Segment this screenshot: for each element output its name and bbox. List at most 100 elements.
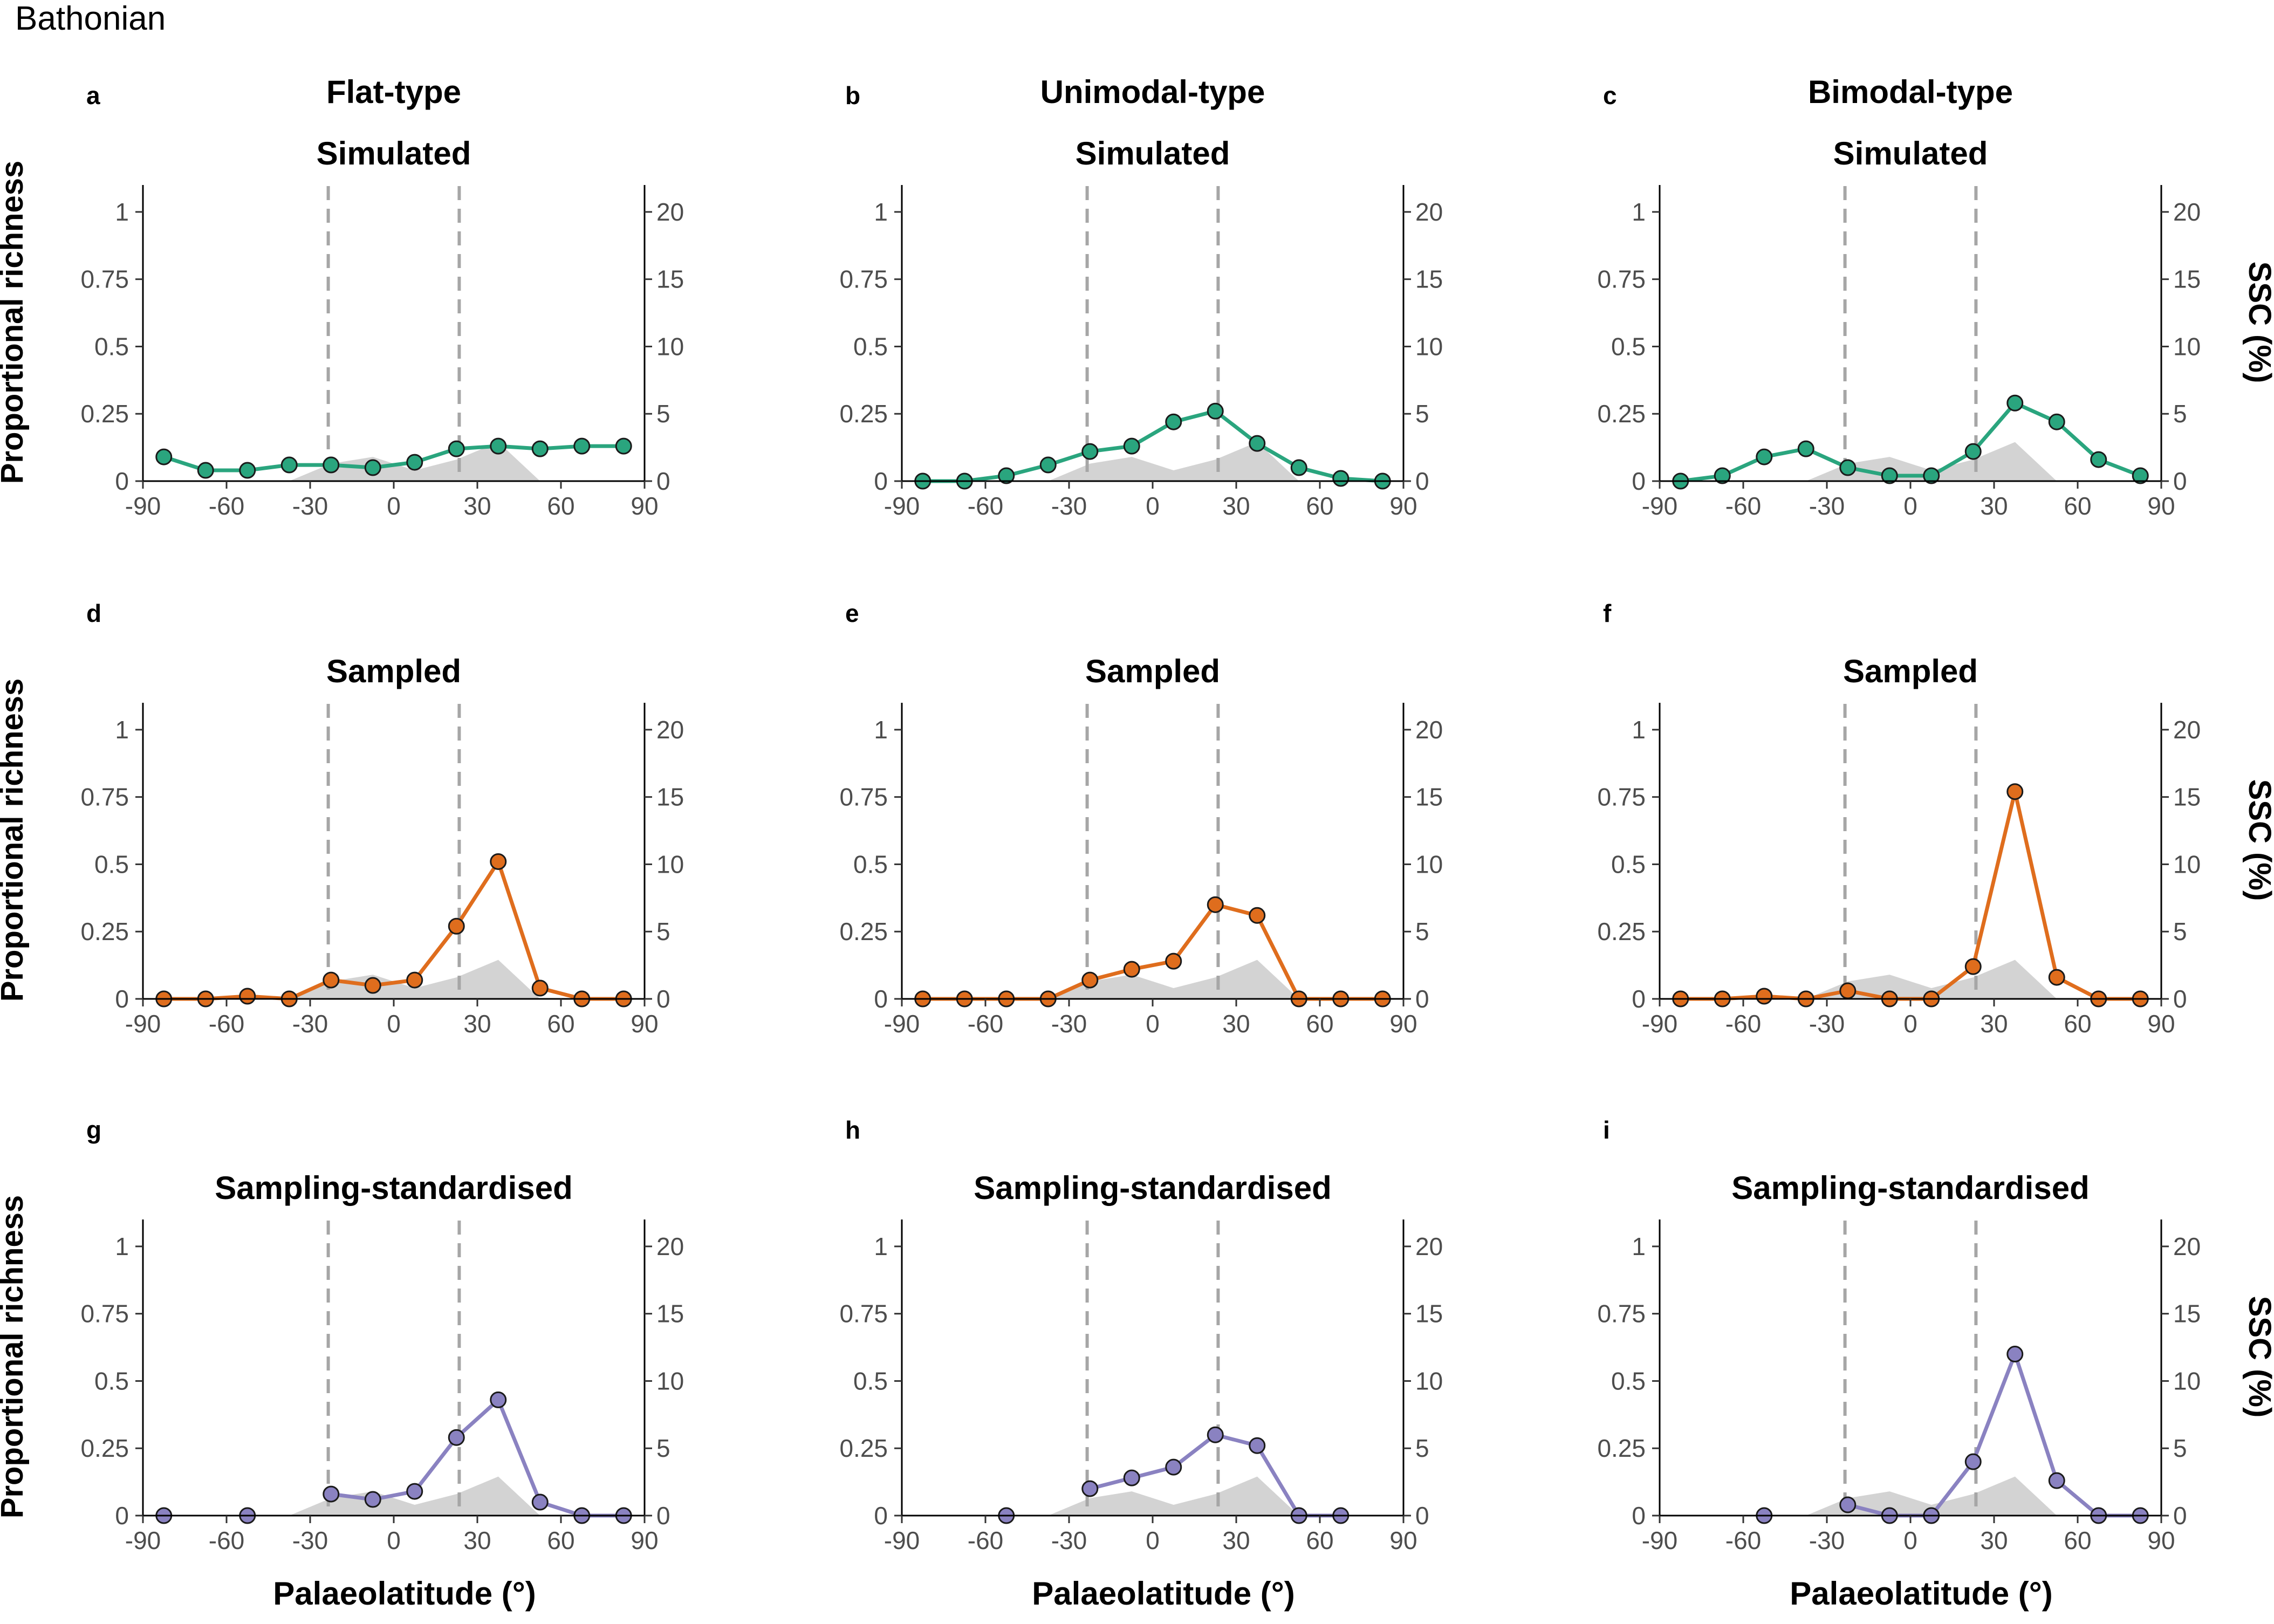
richness-point: [323, 1485, 340, 1503]
x-tick-label: -90: [1642, 492, 1677, 520]
y2-tick-label: 20: [2173, 198, 2201, 226]
richness-line: [163, 444, 624, 472]
richness-point: [1756, 448, 1773, 465]
panel-letter-b: b: [845, 81, 860, 109]
y2-tick-label: 15: [656, 265, 684, 293]
y2-tick-label: 20: [656, 716, 684, 744]
y-tick-label: 0.75: [1597, 265, 1646, 293]
richness-point: [1964, 958, 1982, 975]
y2-tick-label: 0: [656, 467, 670, 495]
x-tick-label: 0: [1903, 492, 1917, 520]
y2-tick-label: 15: [2173, 783, 2201, 811]
x-tick-label: 60: [547, 1526, 574, 1554]
y-tick-label: 0.25: [839, 1434, 888, 1462]
richness-point: [1249, 907, 1266, 924]
column-title: Bimodal-type: [1808, 74, 2013, 110]
y2-tick-label: 0: [1415, 985, 1429, 1013]
x-tick-label: 0: [387, 492, 401, 520]
x-tick-label: 90: [631, 1010, 658, 1038]
x-tick-label: 90: [2147, 492, 2175, 520]
y2-tick-label: 10: [1415, 332, 1443, 360]
y-tick-label: 0.75: [839, 783, 888, 811]
ssc-area: [1680, 1476, 2057, 1516]
richness-line: [1680, 790, 2141, 1001]
y-tick-label: 0.75: [839, 265, 888, 293]
y2-axis-label: SSC (%): [2242, 1296, 2274, 1418]
ssc-area: [922, 1476, 1299, 1516]
richness-point: [1039, 456, 1057, 474]
richness-point: [1964, 443, 1982, 460]
panel-letter-d: d: [86, 599, 101, 627]
y2-tick-label: 15: [656, 1300, 684, 1328]
richness-line: [163, 860, 624, 1001]
row-title: Simulated: [1076, 135, 1230, 172]
richness-point: [1881, 467, 1898, 484]
richness-point: [531, 979, 549, 997]
richness-point: [490, 1391, 507, 1408]
y-tick-label: 0.75: [80, 1300, 129, 1328]
x-tick-label: 60: [2064, 492, 2091, 520]
y-tick-label: 0: [874, 467, 888, 495]
x-tick-label: -90: [125, 492, 161, 520]
x-tick-label: 30: [463, 1010, 491, 1038]
y-tick-label: 0.25: [80, 1434, 129, 1462]
figure-title: Bathonian: [15, 0, 166, 37]
y2-tick-label: 5: [2173, 1434, 2187, 1462]
richness-point: [573, 437, 591, 455]
richness-point: [1839, 982, 1857, 999]
x-axis-label: Palaeolatitude (°): [273, 1575, 536, 1612]
y2-tick-label: 5: [656, 400, 670, 428]
x-tick-label: -60: [209, 1010, 244, 1038]
y2-tick-label: 10: [656, 1367, 684, 1395]
row-title: Sampling-standardised: [215, 1170, 572, 1206]
y-tick-label: 1: [115, 198, 129, 226]
y-tick-label: 0.25: [80, 917, 129, 945]
x-tick-label: -60: [968, 492, 1003, 520]
richness-point: [280, 456, 298, 474]
y-tick-label: 0.75: [1597, 783, 1646, 811]
row-title: Sampled: [1843, 653, 1978, 689]
y2-tick-label: 0: [2173, 1502, 2187, 1530]
y-tick-label: 1: [874, 198, 888, 226]
richness-point: [2006, 1346, 2024, 1363]
x-tick-label: 0: [1146, 492, 1160, 520]
ssc-area: [922, 442, 1299, 481]
y2-tick-label: 20: [656, 198, 684, 226]
y-tick-label: 1: [874, 716, 888, 744]
richness-point: [1081, 443, 1099, 460]
y-tick-label: 0.5: [853, 332, 888, 360]
richness-point: [364, 459, 381, 476]
y-tick-label: 0.25: [1597, 917, 1646, 945]
y-tick-label: 0.5: [853, 850, 888, 878]
richness-point: [1714, 467, 1731, 484]
richness-point: [1249, 435, 1266, 452]
y2-tick-label: 20: [1415, 1232, 1443, 1260]
y-tick-label: 0.25: [1597, 400, 1646, 428]
richness-point: [1839, 1496, 1857, 1513]
richness-point: [448, 440, 465, 457]
richness-point: [1332, 470, 1350, 487]
richness-point: [406, 1483, 423, 1500]
row-title: Sampling-standardised: [974, 1170, 1331, 1206]
x-tick-label: -90: [884, 1526, 920, 1554]
y-axis-label: Proportional richness: [0, 161, 30, 484]
x-tick-label: 0: [1146, 1526, 1160, 1554]
x-tick-label: 30: [1222, 1010, 1250, 1038]
y-tick-label: 0.25: [839, 917, 888, 945]
y-tick-label: 1: [1632, 1232, 1646, 1260]
richness-point: [1123, 437, 1140, 455]
y2-tick-label: 0: [2173, 467, 2187, 495]
y-tick-label: 0: [115, 985, 129, 1013]
y2-tick-label: 10: [2173, 1367, 2201, 1395]
y-tick-label: 1: [1632, 198, 1646, 226]
x-tick-label: 0: [1903, 1010, 1917, 1038]
x-tick-label: 60: [1306, 492, 1333, 520]
richness-point: [490, 437, 507, 455]
x-tick-label: -60: [209, 1526, 244, 1554]
y-tick-label: 0.75: [80, 265, 129, 293]
richness-point: [1123, 1469, 1140, 1486]
y-tick-label: 0: [115, 1502, 129, 1530]
